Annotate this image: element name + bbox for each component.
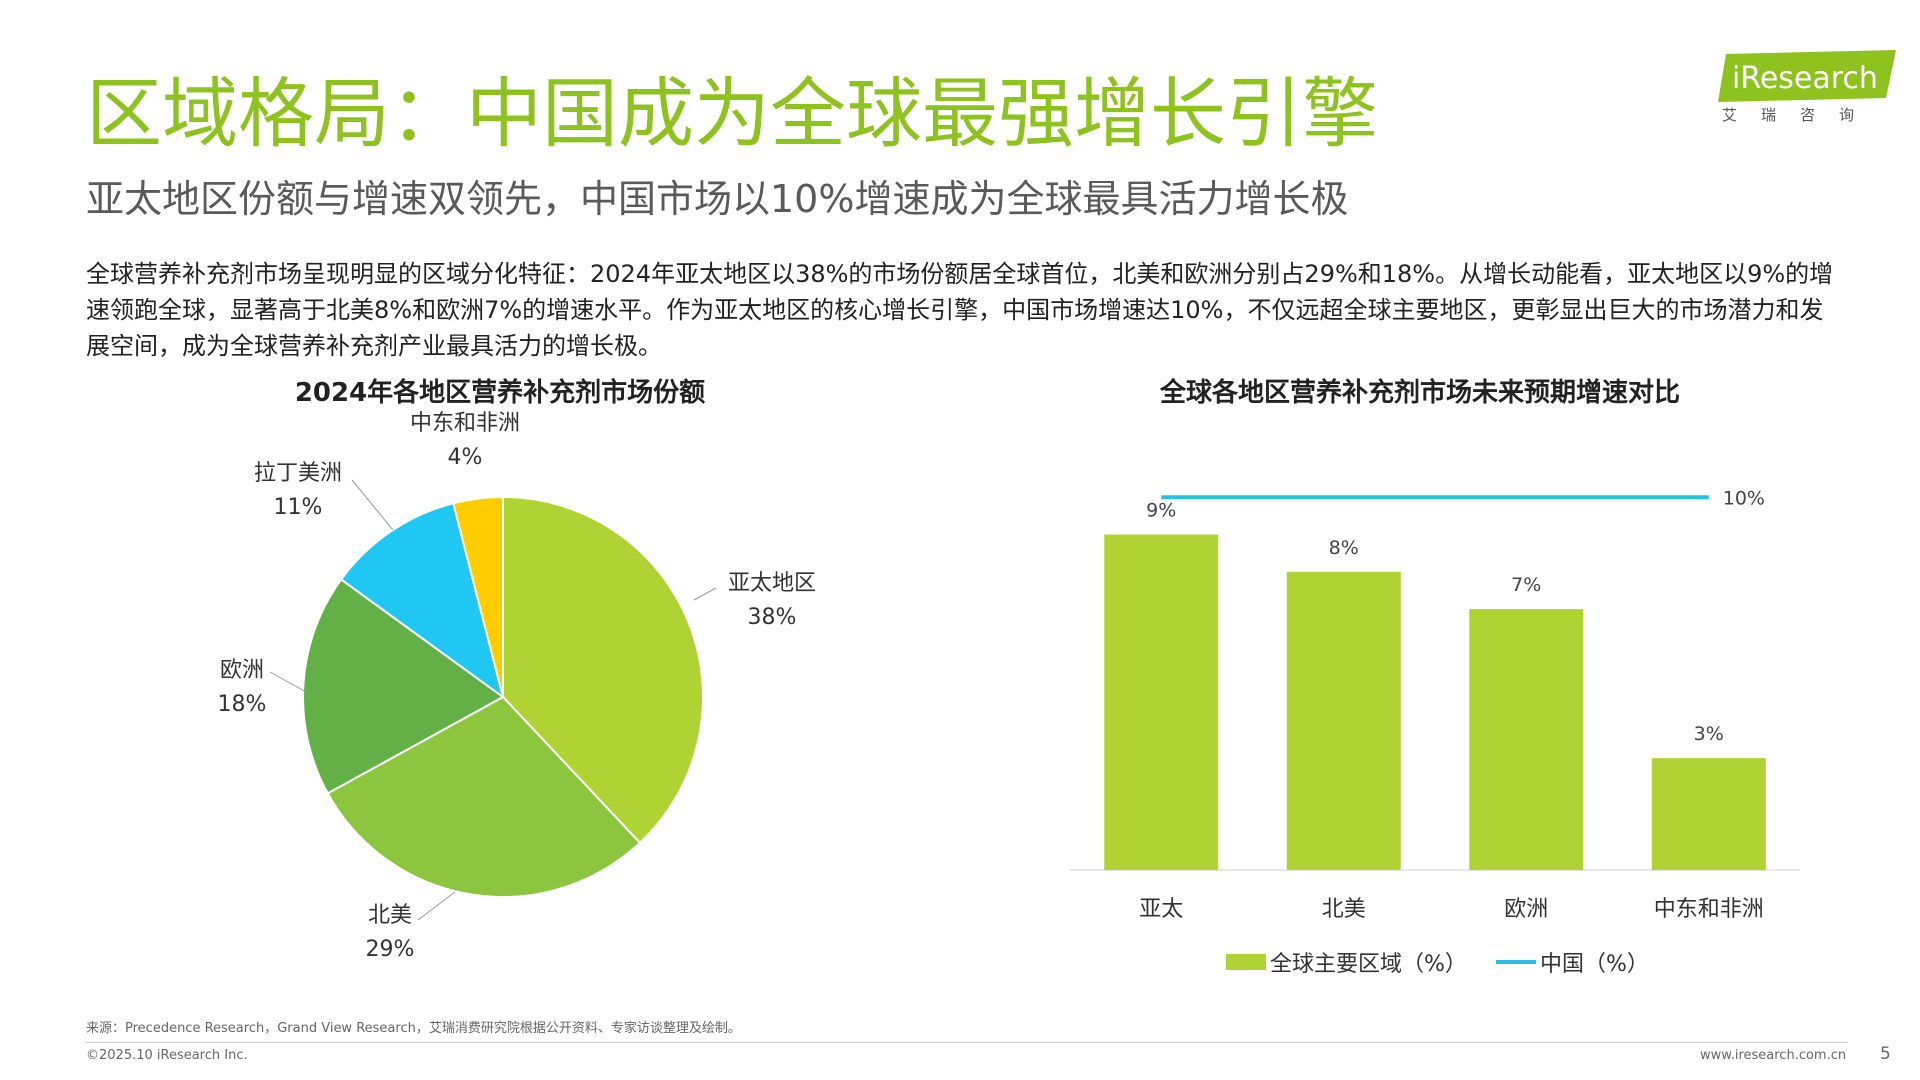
logo-text: iResearch xyxy=(1732,61,1878,96)
legend-swatch-bar xyxy=(1226,954,1266,970)
pie-value-4: 11% xyxy=(274,495,323,520)
pie-slice-5 xyxy=(452,495,504,698)
pie-value-3: 18% xyxy=(218,692,267,717)
legend-item-regions: 全球主要区域（%） xyxy=(1226,946,1467,978)
bar-value-label-3: 7% xyxy=(1511,574,1541,596)
logo-subtext: 艾瑞咨询 xyxy=(1722,106,1879,124)
pie-slice-1 xyxy=(502,495,704,845)
bar-value-label-4: 3% xyxy=(1694,723,1724,745)
footer-source: 来源：Precedence Research，Grand View Resear… xyxy=(86,1021,741,1036)
bar-chart: 9% 亚太 8% 北美 7% 欧洲 3% 中东和非洲 10% xyxy=(1070,487,1800,922)
bar-value-label-1: 9% xyxy=(1146,500,1176,522)
x-tick-label-2: 北美 xyxy=(1322,897,1366,922)
pie-chart-title: 2024年各地区营养补充剂市场份额 xyxy=(294,378,706,408)
description-paragraph: 全球营养补充剂市场呈现明显的区域分化特征：2024年亚太地区以38%的市场份额居… xyxy=(86,260,1834,360)
pie-leader-line-1 xyxy=(693,587,717,601)
legend-swatch-line xyxy=(1496,960,1536,964)
bar-4 xyxy=(1651,758,1766,870)
pie-label-1: 亚太地区 xyxy=(728,571,816,596)
x-tick-label-1: 亚太 xyxy=(1139,897,1183,922)
pie-leader-line-2 xyxy=(417,891,456,921)
logo-graphic: iResearch xyxy=(1718,50,1896,102)
pie-slice-3 xyxy=(302,578,505,795)
x-tick-label-3: 欧洲 xyxy=(1504,897,1548,922)
page-title: 区域格局：中国成为全球最强增长引擎 xyxy=(86,69,1378,158)
pie-label-2: 北美 xyxy=(368,903,412,928)
pie-slice-4 xyxy=(339,502,505,700)
page-subtitle: 亚太地区份额与增速双领先，中国市场以10%增速成为全球最具活力增长极 xyxy=(86,177,1349,221)
pie-value-5: 4% xyxy=(448,445,483,470)
pie-label-3: 欧洲 xyxy=(220,658,264,683)
footer-divider xyxy=(86,1042,1848,1043)
china-line-label: 10% xyxy=(1723,487,1765,509)
pie-value-2: 29% xyxy=(366,937,415,962)
footer-url: www.iresearch.com.cn xyxy=(1700,1048,1847,1063)
x-tick-label-4: 中东和非洲 xyxy=(1654,897,1764,922)
bar-1 xyxy=(1104,534,1219,870)
pie-leader-line-3 xyxy=(269,671,307,693)
page-number: 5 xyxy=(1880,1044,1891,1064)
iresearch-logo: iResearch xyxy=(1718,50,1896,126)
bar-2 xyxy=(1286,571,1401,870)
pie-slice-2 xyxy=(326,695,642,898)
bar-3 xyxy=(1469,609,1584,870)
legend-label-china: 中国（%） xyxy=(1540,952,1649,977)
pie-label-5: 中东和非洲 xyxy=(410,411,520,436)
legend-item-china: 中国（%） xyxy=(1496,946,1649,978)
logo-badge xyxy=(1718,50,1896,102)
legend-label-regions: 全球主要区域（%） xyxy=(1270,952,1467,977)
footer-copyright: ©2025.10 iResearch Inc. xyxy=(86,1048,248,1063)
bar-chart-title: 全球各地区营养补充剂市场未来预期增速对比 xyxy=(1159,378,1680,408)
bar-value-label-2: 8% xyxy=(1329,537,1359,559)
pie-value-1: 38% xyxy=(748,605,797,630)
pie-chart: 亚太地区 38% 北美 29% 欧洲 18% 拉丁美洲 11% 中东和非洲 4% xyxy=(218,411,816,962)
pie-label-4: 拉丁美洲 xyxy=(254,461,342,486)
pie-leader-line-4 xyxy=(351,479,394,531)
